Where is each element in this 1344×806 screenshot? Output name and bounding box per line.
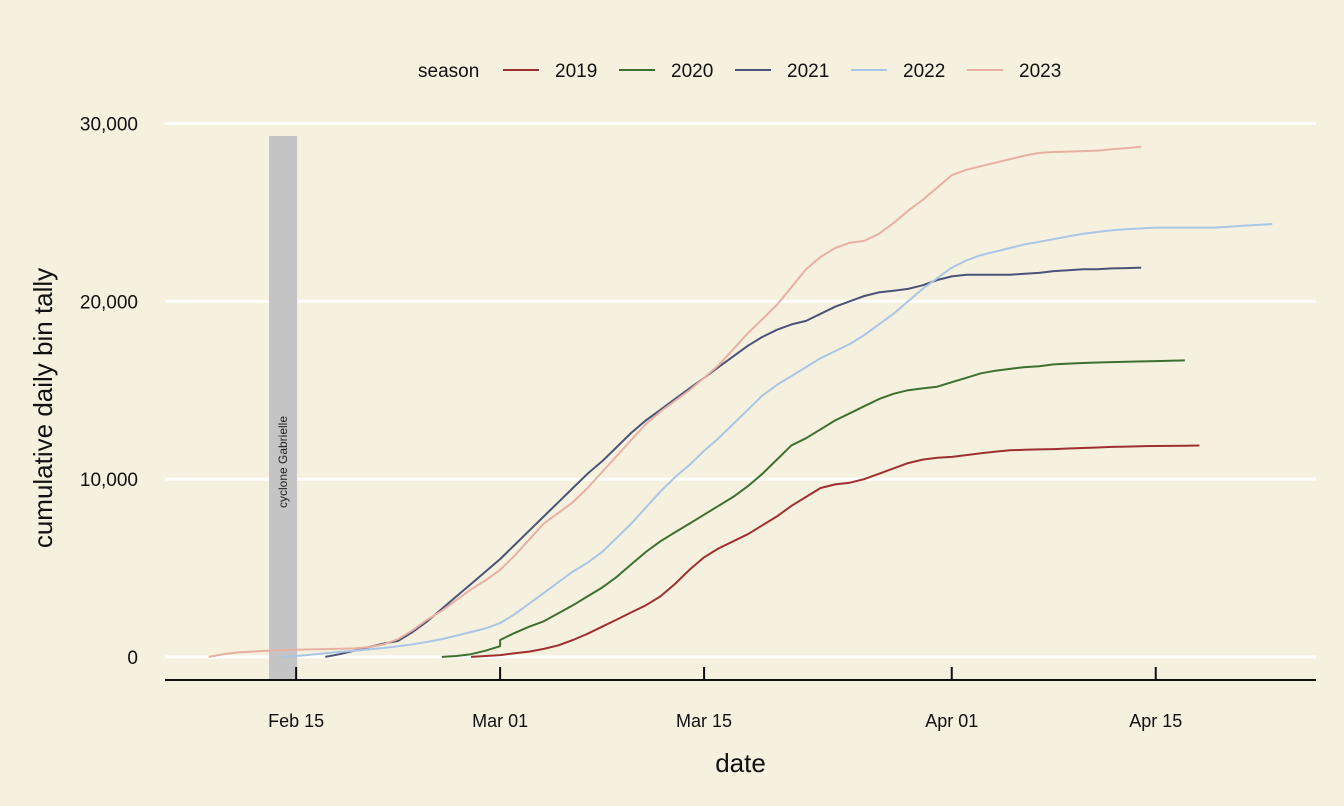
y-axis-title: cumulative daily bin tally	[28, 268, 58, 548]
x-axis-title: date	[715, 748, 766, 778]
legend: season 2019 2020 2021 2022 2023	[418, 61, 1061, 82]
y-tick-label: 30,000	[80, 115, 138, 136]
x-tick-label: Apr 01	[925, 711, 978, 731]
series-lines	[208, 145, 1273, 658]
series-line-2022	[281, 223, 1273, 658]
y-tick-label: 20,000	[80, 292, 138, 313]
x-tick-label: Apr 15	[1129, 711, 1182, 731]
y-axis: 0 10,000 20,000 30,000	[80, 115, 138, 669]
grid-lines	[165, 122, 1316, 659]
y-tick-label: 10,000	[80, 470, 138, 491]
series-line-2021	[325, 266, 1142, 658]
legend-label-2022: 2022	[903, 61, 945, 82]
x-tick-label: Feb 15	[268, 711, 324, 731]
x-axis: Feb 15 Mar 01 Mar 15 Apr 01 Apr 15	[165, 667, 1316, 731]
series-line-2023	[208, 145, 1142, 658]
annotation-bands: cyclone Gabrielle	[268, 136, 298, 680]
series-line-2019	[470, 444, 1200, 658]
legend-label-2019: 2019	[555, 61, 597, 82]
y-tick-label: 0	[127, 648, 138, 669]
legend-title: season	[418, 61, 479, 82]
legend-label-2021: 2021	[787, 61, 829, 82]
legend-label-2020: 2020	[671, 61, 713, 82]
annotation-band	[268, 136, 298, 680]
series-line-2020	[441, 359, 1185, 658]
x-tick-label: Mar 15	[676, 711, 732, 731]
legend-label-2023: 2023	[1019, 61, 1061, 82]
x-tick-label: Mar 01	[472, 711, 528, 731]
annotation-label: cyclone Gabrielle	[276, 416, 290, 508]
